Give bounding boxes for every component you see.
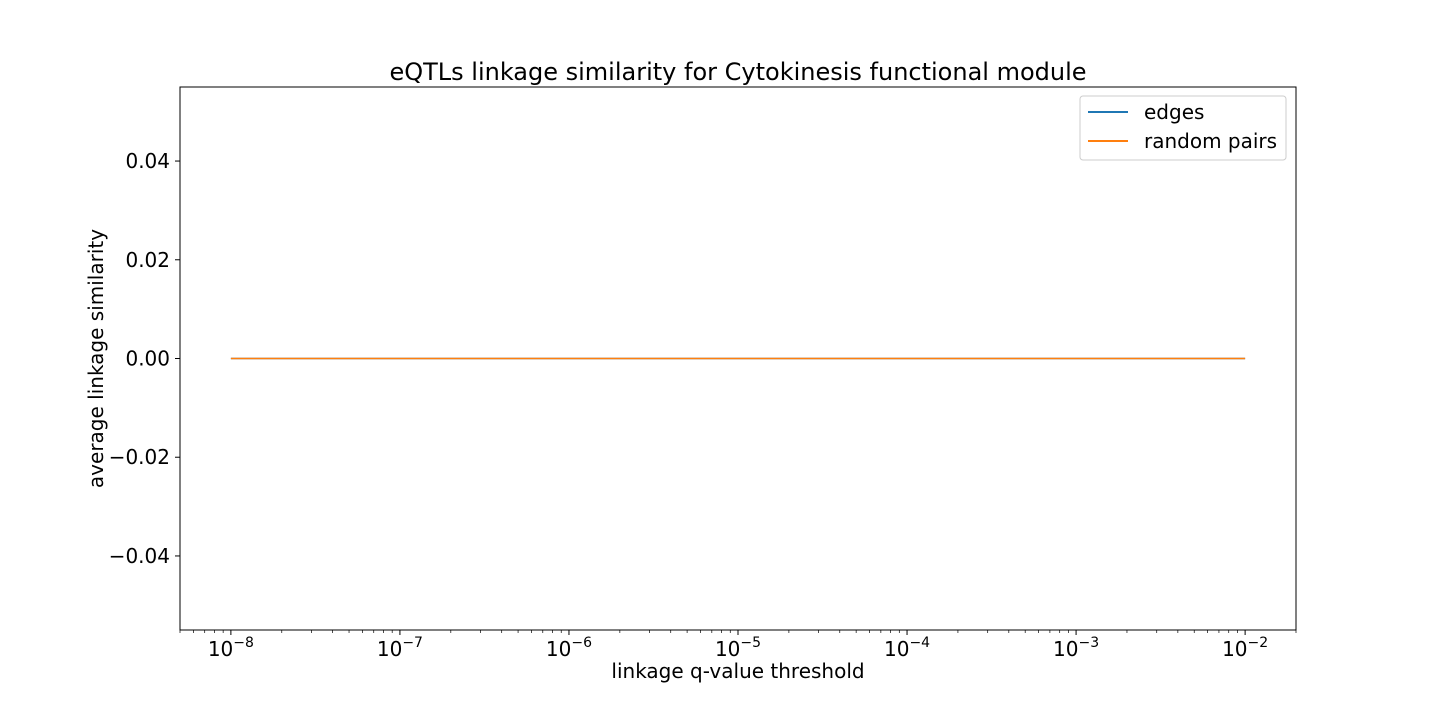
y-tick-label: 0.04 bbox=[125, 149, 170, 173]
x-tick-label: 10−7 bbox=[377, 635, 423, 661]
legend: edges random pairs bbox=[1079, 95, 1287, 161]
x-tick-label: 10−2 bbox=[1222, 635, 1268, 661]
x-tick-label: 10−8 bbox=[208, 635, 254, 661]
legend-label-edges: edges bbox=[1144, 100, 1204, 124]
y-tick-label: −0.04 bbox=[109, 544, 170, 568]
y-tick-label: −0.02 bbox=[109, 445, 170, 469]
x-tick-label: 10−5 bbox=[715, 635, 761, 661]
x-axis: 10−8 10−7 10−6 10−5 10−4 10−3 10−2 bbox=[179, 630, 1297, 661]
legend-box bbox=[1079, 95, 1287, 161]
x-axis-label: linkage q-value threshold bbox=[611, 659, 864, 683]
y-tick-label: 0.02 bbox=[125, 248, 170, 272]
chart-title: eQTLs linkage similarity for Cytokinesis… bbox=[389, 58, 1086, 86]
x-tick-label: 10−3 bbox=[1053, 635, 1099, 661]
y-tick-label: 0.00 bbox=[125, 347, 170, 371]
y-axis: 0.04 0.02 0.00 −0.02 −0.04 bbox=[109, 149, 180, 568]
y-axis-label: average linkage similarity bbox=[84, 229, 108, 488]
legend-label-random-pairs: random pairs bbox=[1144, 129, 1277, 153]
x-tick-label: 10−4 bbox=[884, 635, 930, 661]
x-tick-label: 10−6 bbox=[546, 635, 592, 661]
